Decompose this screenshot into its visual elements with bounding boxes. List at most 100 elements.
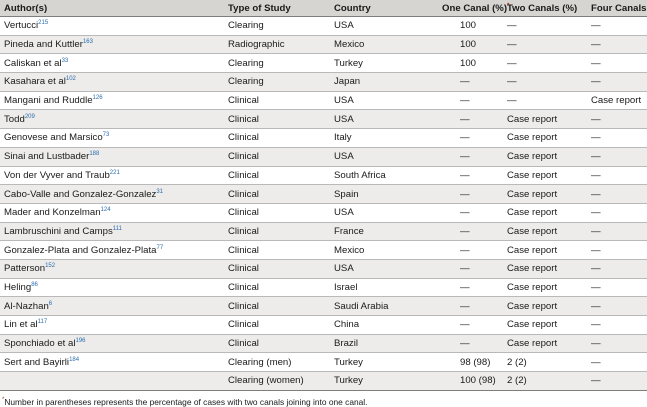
cell-type: Clinical — [224, 334, 330, 354]
header-one-canal: One Canal (%)* — [412, 0, 509, 17]
cell-country: Brazil — [330, 334, 412, 354]
cell-country: Turkey — [330, 371, 412, 391]
cell-two-canals: Case report — [503, 334, 587, 354]
cell-country: USA — [330, 91, 412, 111]
cell-author: Gonzalez-Plata and Gonzalez-Plata77 — [0, 240, 224, 260]
reference-number: 86 — [31, 281, 38, 288]
cell-author: Sinai and Lustbader188 — [0, 147, 224, 167]
reference-number: 221 — [109, 169, 120, 176]
cell-four-canals: — — [587, 371, 647, 391]
cell-four-canals: — — [587, 278, 647, 298]
canal-study-table: Author(s) Type of Study Country One Cana… — [0, 0, 647, 391]
cell-two-canals: — — [503, 53, 587, 74]
cell-author: Sponchiado et al196 — [0, 334, 224, 354]
cell-country: South Africa — [330, 166, 412, 186]
cell-two-canals: Case report — [503, 166, 587, 186]
cell-type: Clinical — [224, 222, 330, 242]
reference-number: 111 — [112, 225, 122, 232]
cell-one-canal: — — [412, 278, 503, 298]
cell-type: Radiographic — [224, 35, 330, 55]
cell-country: Spain — [330, 184, 412, 204]
cell-author: Kasahara et al102 — [0, 72, 224, 92]
cell-one-canal: 98 (98) — [412, 352, 503, 373]
cell-two-canals: Case report — [503, 240, 587, 260]
cell-two-canals: 2 (2) — [503, 352, 587, 373]
cell-one-canal: — — [412, 166, 503, 186]
cell-four-canals: — — [587, 315, 647, 335]
table-row: Von der Vyver and Traub221 Clinical South … — [0, 166, 647, 186]
cell-country: Israel — [330, 278, 412, 298]
cell-type: Clinical — [224, 147, 330, 167]
cell-type: Clinical — [224, 128, 330, 148]
cell-author: Cabo-Valle and Gonzalez-Gonzalez31 — [0, 184, 224, 204]
cell-four-canals: — — [587, 259, 647, 279]
header-row: Author(s) Type of Study Country One Cana… — [0, 0, 647, 17]
cell-one-canal: — — [412, 334, 503, 354]
cell-author: Mader and Konzelman124 — [0, 203, 224, 223]
reference-number: 188 — [89, 150, 100, 157]
cell-two-canals: Case report — [503, 147, 587, 167]
cell-two-canals: Case report — [503, 278, 587, 298]
reference-number: 209 — [24, 113, 35, 120]
cell-country: Japan — [330, 72, 412, 92]
cell-type: Clinical — [224, 240, 330, 260]
header-type: Type of Study — [224, 0, 330, 17]
table-row: Genovese and Marsico73 Clinical Italy — Case… — [0, 128, 647, 148]
cell-one-canal: — — [412, 259, 503, 279]
cell-one-canal: — — [412, 203, 503, 223]
cell-country: Italy — [330, 128, 412, 148]
cell-country: Mexico — [330, 35, 412, 55]
cell-two-canals: — — [503, 16, 587, 36]
cell-four-canals: Case report — [587, 91, 647, 111]
cell-two-canals: Case report — [503, 109, 587, 130]
cell-four-canals: — — [587, 128, 647, 148]
cell-four-canals: — — [587, 203, 647, 223]
cell-type: Clinical — [224, 109, 330, 130]
cell-four-canals: — — [587, 147, 647, 167]
reference-number: 163 — [82, 38, 93, 45]
cell-country: Turkey — [330, 53, 412, 74]
cell-one-canal: — — [412, 109, 503, 130]
cell-type: Clearing — [224, 16, 330, 36]
cell-one-canal: — — [412, 296, 503, 316]
cell-country: France — [330, 222, 412, 242]
cell-country: Turkey — [330, 352, 412, 373]
reference-number: 31 — [156, 188, 164, 195]
cell-author: Lambruschini and Camps111 — [0, 222, 224, 242]
cell-two-canals: — — [503, 72, 587, 92]
cell-country: USA — [330, 16, 412, 36]
reference-number: 152 — [45, 263, 56, 270]
table-row: Patterson152 Clinical USA — Case report — — [0, 259, 647, 279]
table-row: Heling86 Clinical Israel — Case report — — [0, 278, 647, 298]
cell-four-canals: — — [587, 53, 647, 74]
cell-type: Clinical — [224, 259, 330, 279]
reference-number: 33 — [61, 57, 69, 64]
cell-author: Vertucci215 — [0, 16, 224, 36]
cell-country: USA — [330, 259, 412, 279]
cell-four-canals: — — [587, 35, 647, 55]
cell-one-canal: 100 — [412, 35, 503, 55]
cell-one-canal: — — [412, 72, 503, 92]
cell-type: Clearing — [224, 53, 330, 74]
cell-one-canal: — — [412, 240, 503, 260]
table-row: Lin et al117 Clinical China — Case report — — [0, 315, 647, 335]
cell-two-canals: Case report — [503, 315, 587, 335]
cell-two-canals: Case report — [503, 128, 587, 148]
cell-four-canals: — — [587, 16, 647, 36]
cell-type: Clinical — [224, 203, 330, 223]
reference-number: 102 — [65, 76, 76, 83]
cell-type: Clinical — [224, 315, 330, 335]
cell-type: Clinical — [224, 91, 330, 111]
header-country: Country — [330, 0, 412, 17]
cell-country: Saudi Arabia — [330, 296, 412, 316]
table-row: Todd209 Clinical USA — Case report — — [0, 109, 647, 130]
cell-two-canals: Case report — [503, 222, 587, 242]
cell-two-canals: Case report — [503, 259, 587, 279]
cell-one-canal: 100 (98) — [412, 371, 503, 391]
table-header: Author(s) Type of Study Country One Cana… — [0, 0, 647, 17]
cell-two-canals: — — [503, 35, 587, 55]
table-row: Mangani and Ruddle126 Clinical USA — — Case r… — [0, 91, 647, 111]
cell-two-canals: — — [503, 91, 587, 111]
cell-author: Von der Vyver and Traub221 — [0, 166, 224, 186]
